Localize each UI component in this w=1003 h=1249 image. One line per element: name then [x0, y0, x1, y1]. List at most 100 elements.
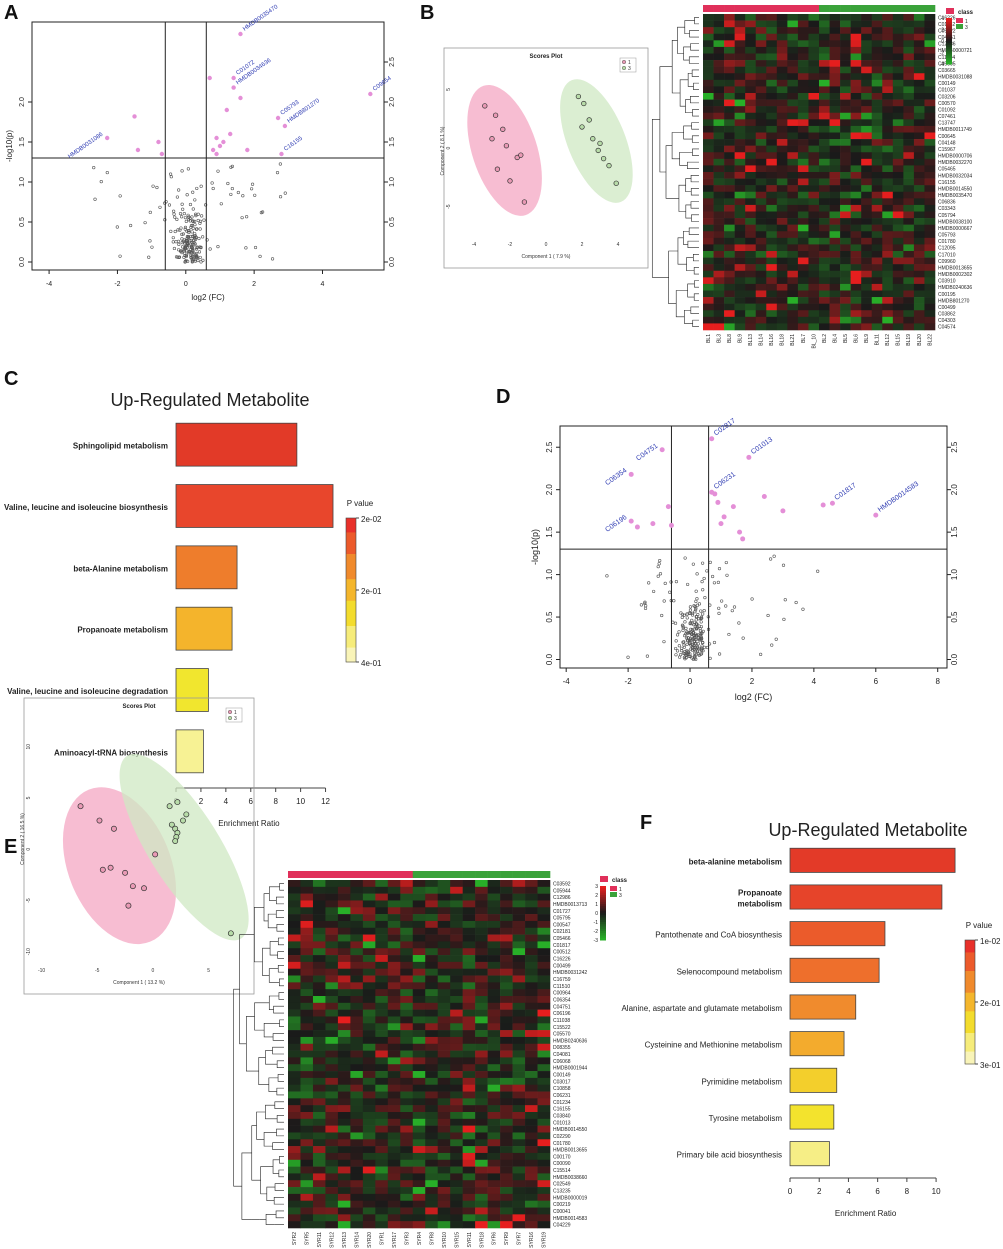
nonsig-point: [275, 171, 280, 175]
heatmap-cell: [829, 112, 841, 120]
heatmap-cell: [829, 60, 841, 67]
heatmap-cell: [745, 185, 757, 193]
heatmap-cell: [787, 316, 799, 324]
heatmap-cell: [840, 60, 851, 67]
heatmap-cell: [450, 1139, 463, 1147]
sig-point: [214, 135, 219, 141]
nonsig-point: [216, 169, 220, 173]
heatmap-cell: [850, 14, 862, 21]
heatmap-cell: [755, 132, 767, 140]
heatmap-cell: [755, 139, 767, 146]
heatmap-cell: [787, 290, 799, 298]
heatmap-cell: [512, 1173, 526, 1181]
heatmap-cell: [400, 982, 414, 990]
legend-step: [346, 604, 356, 609]
heatmap-cell: [882, 277, 894, 285]
heatmap-cell: [362, 914, 376, 922]
heatmap-cell: [913, 224, 925, 232]
heatmap-cell: [500, 941, 513, 949]
x-tick-label: 0: [184, 281, 188, 288]
heatmap-cell: [755, 33, 767, 41]
nonsig-point: [699, 637, 703, 641]
heatmap-cell: [861, 60, 873, 67]
heatmap-cell: [766, 231, 778, 239]
heatmap-cell: [337, 996, 351, 1004]
heatmap-cell: [537, 920, 551, 929]
nonsig-point: [240, 216, 244, 220]
heatmap-cell: [375, 1200, 389, 1208]
heatmap-cell: [808, 323, 820, 331]
heatmap-cell: [337, 1221, 351, 1229]
heatmap-cell: [437, 955, 451, 963]
heatmap-cell: [745, 191, 757, 199]
heatmap-cell: [903, 132, 915, 140]
legend-step: [965, 1042, 975, 1046]
heatmap-cell: [797, 20, 809, 28]
heatmap-cell: [525, 1016, 538, 1024]
x-tick-label: 10: [932, 1187, 941, 1196]
nonsig-point: [226, 181, 230, 186]
heatmap-cell: [375, 886, 389, 894]
heatmap-cell: [375, 1146, 389, 1154]
heatmap-cell: [512, 1105, 526, 1113]
heatmap-cell: [787, 60, 799, 67]
heatmap-cell: [412, 1200, 426, 1208]
heatmap-cell: [475, 1132, 488, 1140]
heatmap-cell: [450, 941, 463, 949]
legend-step: [965, 992, 975, 997]
heatmap-cell: [500, 1125, 513, 1133]
heatmap-cell: [387, 1105, 401, 1113]
y-tick-label: 0.0: [19, 257, 26, 267]
nonsig-point: [694, 599, 698, 604]
dendrogram-branch: [260, 1166, 274, 1195]
sig-point: [740, 536, 746, 542]
heatmap-cell: [745, 60, 757, 67]
heatmap-cell: [487, 1043, 501, 1051]
heatmap-cell: [913, 112, 925, 120]
heatmap-col-label: SYR7: [517, 1232, 523, 1245]
heatmap-cell: [903, 152, 915, 160]
x-tick-label: 2: [199, 797, 204, 806]
heatmap-cell: [745, 224, 757, 232]
heatmap-cell: [776, 244, 788, 252]
heatmap-cell: [734, 66, 746, 74]
nonsig-point: [216, 245, 220, 249]
heatmap-cell: [787, 152, 799, 160]
heatmap-cell: [850, 132, 862, 140]
heatmap-cell: [387, 1173, 401, 1181]
heatmap-cell: [288, 1043, 301, 1051]
nonsig-point: [249, 187, 254, 191]
heatmap-cell: [362, 886, 376, 894]
heatmap-cell: [808, 310, 820, 318]
plot-frame: [559, 425, 948, 669]
heatmap-cell: [840, 264, 851, 272]
heatmap-cell: [829, 283, 841, 291]
heatmap-cell: [808, 40, 820, 48]
nonsig-point: [176, 239, 181, 243]
y-tick-label: 2.0: [545, 484, 554, 496]
heatmap-cell: [892, 297, 904, 304]
heatmap-cell: [450, 1071, 463, 1079]
heatmap-cell: [755, 73, 767, 81]
heatmap-cell: [412, 1023, 426, 1031]
heatmap-cell: [412, 1050, 426, 1058]
dendrogram-branch: [688, 56, 699, 64]
heatmap-cell: [475, 1207, 488, 1215]
legend-step: [965, 1017, 975, 1022]
class1-point: [141, 885, 147, 892]
heatmap-cell: [537, 1098, 551, 1106]
heatmap-cell: [703, 297, 714, 304]
heatmap-cell: [387, 1071, 401, 1079]
labeled-point: [628, 471, 634, 477]
heatmap-cell: [903, 264, 915, 272]
heatmap-cell: [450, 1132, 463, 1140]
heatmap-cell: [871, 125, 883, 133]
heatmap-cell: [776, 191, 788, 199]
heatmap-cell: [850, 290, 862, 298]
x-tick-label: -4: [46, 281, 52, 288]
legend-step: [346, 528, 356, 533]
heatmap-cell: [300, 989, 314, 997]
heatmap-row-label: C05465: [938, 167, 956, 173]
